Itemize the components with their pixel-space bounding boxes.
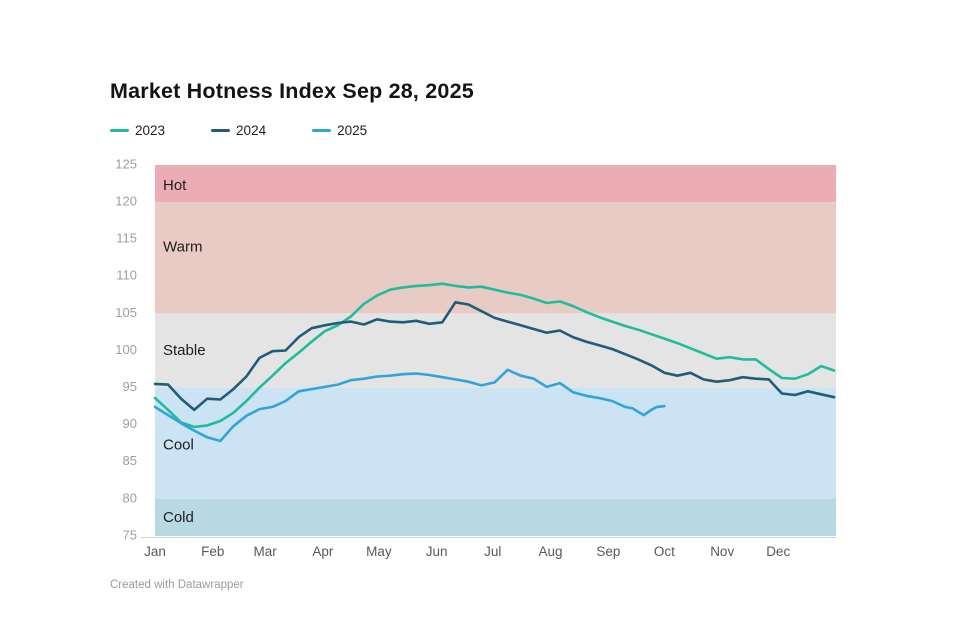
band-label-hot: Hot xyxy=(163,177,187,194)
datawrapper-attribution[interactable]: Created with Datawrapper xyxy=(110,579,244,591)
x-tick-dec: Dec xyxy=(766,544,790,559)
y-tick-85: 85 xyxy=(123,453,137,468)
legend-swatch-2025 xyxy=(312,129,332,132)
x-tick-mar: Mar xyxy=(253,544,277,559)
x-tick-jan: Jan xyxy=(144,544,166,559)
x-tick-may: May xyxy=(366,544,392,559)
y-tick-115: 115 xyxy=(116,231,137,246)
y-tick-125: 125 xyxy=(115,156,137,171)
y-tick-120: 120 xyxy=(115,194,137,209)
series-line-2024[interactable] xyxy=(153,301,836,412)
x-tick-aug: Aug xyxy=(538,544,562,559)
legend-item-2024[interactable]: 2024 xyxy=(211,123,266,138)
x-tick-jul: Jul xyxy=(484,544,501,559)
y-tick-110: 110 xyxy=(116,268,137,283)
legend-label-2025: 2025 xyxy=(337,123,368,138)
legend-swatch-2024 xyxy=(211,129,231,132)
y-tick-90: 90 xyxy=(123,416,137,431)
y-tick-100: 100 xyxy=(115,342,137,357)
y-tick-105: 105 xyxy=(115,305,137,320)
legend-label-2023: 2023 xyxy=(135,123,166,138)
legend-label-2024: 2024 xyxy=(236,123,267,138)
x-tick-sep: Sep xyxy=(596,544,620,559)
legend-item-2025[interactable]: 2025 xyxy=(312,123,367,138)
y-tick-80: 80 xyxy=(123,490,137,505)
chart-title: Market Hotness Index Sep 28, 2025 xyxy=(110,79,474,103)
band-label-warm: Warm xyxy=(163,238,202,255)
legend-swatch-2023 xyxy=(110,129,129,132)
x-tick-oct: Oct xyxy=(654,544,675,559)
band-cold xyxy=(155,498,836,536)
x-tick-apr: Apr xyxy=(312,544,334,559)
y-tick-95: 95 xyxy=(123,379,137,394)
chart-legend: 2023 2024 2025 xyxy=(110,123,367,138)
x-tick-jun: Jun xyxy=(426,544,448,559)
band-stable xyxy=(155,313,836,388)
x-tick-nov: Nov xyxy=(710,544,734,559)
series-line-2023[interactable] xyxy=(153,282,836,429)
band-hot xyxy=(155,165,836,203)
x-tick-feb: Feb xyxy=(201,544,224,559)
band-cool xyxy=(155,387,836,499)
band-label-cool: Cool xyxy=(163,436,194,453)
band-label-stable: Stable xyxy=(163,342,206,359)
band-warm xyxy=(155,202,836,314)
band-label-cold: Cold xyxy=(163,509,194,526)
y-tick-75: 75 xyxy=(123,527,137,542)
legend-item-2023[interactable]: 2023 xyxy=(110,123,165,138)
series-line-2025[interactable] xyxy=(153,368,666,443)
